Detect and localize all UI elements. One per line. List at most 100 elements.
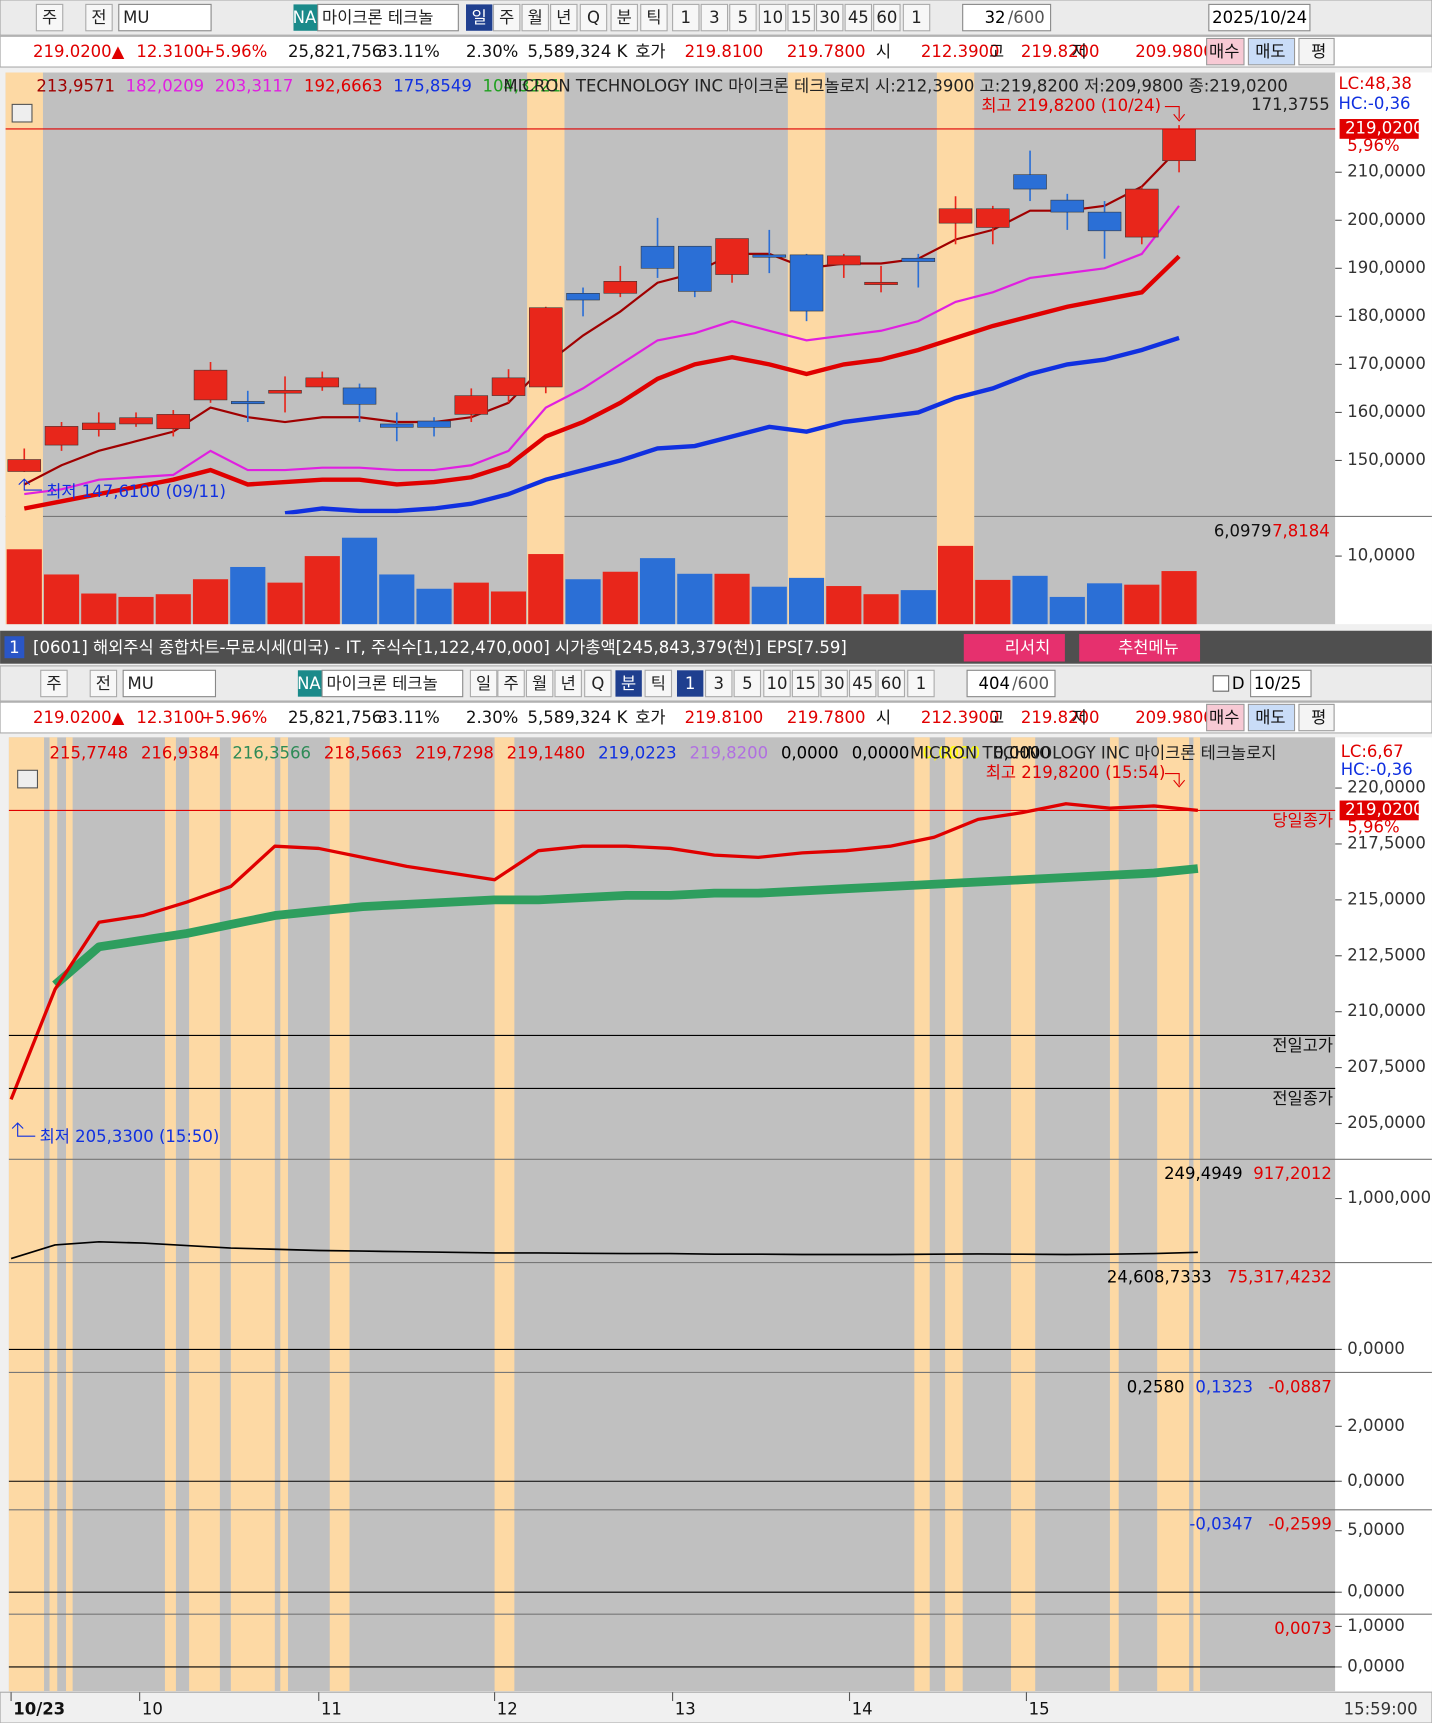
toolbar-button[interactable]: [554, 669, 582, 698]
toolbar-button[interactable]: [672, 3, 700, 32]
toolbar-item[interactable]: 45: [848, 8, 869, 27]
toolbar-button[interactable]: [579, 3, 608, 32]
toolbar-item[interactable]: 15: [791, 8, 812, 27]
quote-field[interactable]: 매수: [1209, 42, 1239, 61]
toolbar-item[interactable]: 주: [503, 674, 518, 693]
toolbar-button[interactable]: [848, 669, 877, 698]
toolbar-item[interactable]: 마이크론 테크놀: [322, 8, 433, 27]
quote-field[interactable]: 매수: [1209, 708, 1239, 727]
toolbar-field[interactable]: [321, 669, 464, 698]
toolbar-button[interactable]: [469, 669, 498, 698]
toolbar-button[interactable]: [758, 3, 787, 32]
avg-button[interactable]: [1298, 37, 1335, 66]
toolbar-item[interactable]: MU: [128, 674, 154, 693]
toolbar-item[interactable]: 틱: [651, 674, 666, 693]
toolbar-item[interactable]: 60: [876, 8, 897, 27]
toolbar-item[interactable]: NA: [293, 8, 317, 27]
research[interactable]: 리서치: [1005, 638, 1050, 657]
toolbar-item[interactable]: 45: [852, 674, 873, 693]
toolbar-button[interactable]: [733, 669, 762, 698]
quote-field[interactable]: 평: [1311, 42, 1326, 61]
toolbar-button[interactable]: [644, 669, 673, 698]
toolbar-button[interactable]: [791, 669, 820, 698]
toolbar-item[interactable]: 주: [46, 674, 61, 693]
toolbar-item[interactable]: Q: [591, 674, 604, 693]
toolbar-item[interactable]: 분: [617, 8, 632, 27]
toolbar-button[interactable]: [844, 3, 873, 32]
toolbar-button[interactable]: [877, 669, 906, 698]
chart-icon[interactable]: [17, 769, 39, 789]
toolbar-button[interactable]: [35, 3, 64, 32]
toolbar-item[interactable]: 60: [881, 674, 902, 693]
research-button[interactable]: [963, 634, 1065, 662]
toolbar-item[interactable]: 5: [738, 8, 748, 27]
toolbar-field[interactable]: [118, 3, 212, 32]
toolbar-item[interactable]: 년: [561, 674, 576, 693]
toolbar-item[interactable]: 3: [709, 8, 719, 27]
buy-button[interactable]: [1206, 37, 1245, 66]
toolbar-item[interactable]: 전: [96, 674, 111, 693]
toolbar-button[interactable]: [85, 3, 113, 32]
toolbar-button[interactable]: [550, 3, 578, 32]
toolbar-button[interactable]: [40, 669, 68, 698]
toolbar-item[interactable]: 월: [532, 674, 547, 693]
toolbar-item[interactable]: 30: [824, 674, 845, 693]
toolbar-item[interactable]: 1: [916, 674, 926, 693]
toolbar-button[interactable]: [700, 3, 729, 32]
toolbar-button[interactable]: [815, 3, 844, 32]
toolbar-item[interactable]: 15: [795, 674, 816, 693]
toolbar-item[interactable]: 분: [621, 674, 636, 693]
toolbar-item[interactable]: 10: [767, 674, 788, 693]
toolbar-item[interactable]: 3: [714, 674, 724, 693]
sell-button[interactable]: [1247, 703, 1296, 732]
toolbar-button[interactable]: [640, 3, 668, 32]
toolbar-item[interactable]: 5: [742, 674, 752, 693]
toolbar-button[interactable]: [584, 669, 612, 698]
toolbar-button[interactable]: [497, 669, 525, 698]
toolbar-item[interactable]: 주: [499, 8, 514, 27]
toolbar-item[interactable]: Q: [587, 8, 600, 27]
toolbar-item[interactable]: 1: [681, 8, 691, 27]
quote-field[interactable]: 평: [1311, 708, 1326, 727]
toolbar-item[interactable]: 월: [528, 8, 543, 27]
toolbar-button[interactable]: [705, 669, 733, 698]
toolbar-item[interactable]: 10: [762, 8, 783, 27]
count-field[interactable]: [962, 3, 1052, 32]
toolbar-field[interactable]: [317, 3, 459, 32]
toolbar-item[interactable]: NA: [297, 674, 321, 693]
quote-field[interactable]: 매도: [1255, 708, 1285, 727]
toolbar-button[interactable]: [521, 3, 549, 32]
date-field[interactable]: [1208, 3, 1311, 32]
toolbar-button[interactable]: [873, 3, 901, 32]
toolbar-button[interactable]: [907, 669, 935, 698]
toolbar-button[interactable]: [763, 669, 791, 698]
checkbox[interactable]: [1212, 675, 1230, 692]
toolbar-item[interactable]: 1: [911, 8, 921, 27]
toolbar-item[interactable]: 30: [819, 8, 840, 27]
toolbar-item[interactable]: 전: [91, 8, 106, 27]
toolbar-item[interactable]: 일: [476, 674, 491, 693]
toolbar-button[interactable]: [787, 3, 815, 32]
toolbar-item[interactable]: 년: [556, 8, 571, 27]
toolbar-field[interactable]: [122, 669, 217, 698]
quote-field[interactable]: 매도: [1255, 42, 1285, 61]
count-field[interactable]: [966, 669, 1056, 698]
avg-button[interactable]: [1298, 703, 1335, 732]
chart-icon[interactable]: [11, 103, 33, 123]
toolbar-button[interactable]: [525, 669, 554, 698]
recommend-menu[interactable]: 추천메뉴: [1118, 638, 1179, 657]
toolbar-button[interactable]: [610, 3, 638, 32]
toolbar-button[interactable]: [89, 669, 118, 698]
toolbar-button[interactable]: [729, 3, 757, 32]
toolbar-item[interactable]: 주: [42, 8, 57, 27]
toolbar-button[interactable]: [902, 3, 931, 32]
toolbar-item[interactable]: 일: [472, 8, 487, 27]
buy-button[interactable]: [1206, 703, 1245, 732]
toolbar-button[interactable]: [820, 669, 848, 698]
menu-button[interactable]: [1079, 634, 1201, 662]
sell-button[interactable]: [1247, 37, 1296, 66]
toolbar-item[interactable]: 마이크론 테크놀: [326, 674, 437, 693]
toolbar-item[interactable]: 틱: [646, 8, 661, 27]
toolbar-button[interactable]: [492, 3, 521, 32]
date-field[interactable]: [1250, 669, 1312, 698]
